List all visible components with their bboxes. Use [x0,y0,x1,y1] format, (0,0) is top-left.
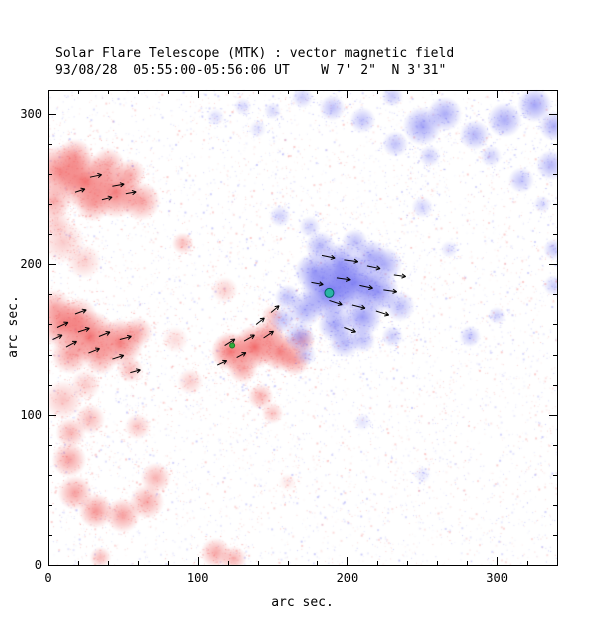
x-tick-label: 200 [336,571,359,585]
plot-subtitle: 93/08/28 05:55:00-05:56:06 UT W 7' 2" N … [55,63,447,78]
x-tick-label: 100 [186,571,209,585]
plot-title: Solar Flare Telescope (MTK) : vector mag… [55,46,455,61]
field-marker [229,342,236,349]
y-tick-label: 100 [20,407,42,422]
field-vectors [52,172,406,374]
x-axis-label: arc sec. [271,595,334,610]
y-tick-label: 300 [20,107,42,122]
y-tick-label: 0 [34,558,42,572]
x-tick-label: 0 [44,571,52,585]
axes-frame [48,90,558,566]
x-tick-label: 300 [486,571,508,585]
y-axis-label: arc sec. [6,295,21,358]
field-marker [324,287,335,298]
y-tick-label: 200 [20,257,42,272]
